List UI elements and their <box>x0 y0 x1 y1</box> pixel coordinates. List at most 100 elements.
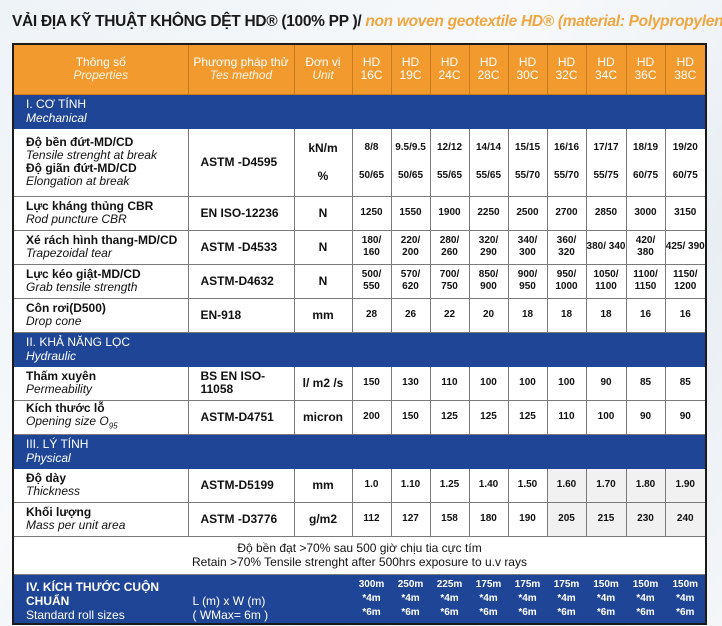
table-row-permeability: Thấm xuyên Permeability BS EN ISO- 11058 … <box>12 365 707 401</box>
value-cell: 12/12 55/65 <box>429 127 470 197</box>
method-cell: BS EN ISO- 11058 <box>187 365 295 401</box>
value-cell: 215 <box>585 501 627 537</box>
value-cell: 850/ 900 <box>468 263 509 299</box>
unit-cell: mm <box>293 467 353 503</box>
value-cell: 110 <box>546 399 587 435</box>
header-product: HD 34C <box>585 43 627 95</box>
roll-size-cell: 175m *4m *6m <box>468 573 509 625</box>
value-cell: 1.80 <box>625 467 666 503</box>
header-method: Phương pháp thử Tes method <box>187 43 295 95</box>
header-product: HD 28C <box>468 43 509 95</box>
value-cell: 110 <box>429 365 470 401</box>
table-row-tensile: Độ bền đứt-MD/CD Tensile strenght at brea… <box>12 127 707 197</box>
value-cell: 3000 <box>625 195 666 231</box>
value-cell: 3150 <box>664 195 707 231</box>
title-vi: VẢI ĐỊA KỸ THUẬT KHÔNG DỆT HD® (100% PP … <box>12 13 366 30</box>
unit-cell: micron <box>293 399 353 435</box>
property-label: Lực kéo giật-MD/CD Grab tensile strength <box>12 263 189 299</box>
table-row-thickness: Độ dày Thickness ASTM-D5199 mm 1.0 1.10 1… <box>12 467 707 503</box>
method-cell: EN ISO-12236 <box>187 195 295 231</box>
value-cell: 15/15 55/70 <box>507 127 548 197</box>
value-cell: 18/19 60/75 <box>625 127 666 197</box>
value-cell: 18 <box>507 297 548 333</box>
value-cell: 125 <box>429 399 470 435</box>
method-cell: ASTM -D3776 <box>187 501 295 537</box>
roll-size-cell: 225m *4m *6m <box>429 573 470 625</box>
value-cell: 28 <box>351 297 392 333</box>
value-cell: 85 <box>625 365 666 401</box>
value-cell: 16 <box>625 297 666 333</box>
value-cell: 18 <box>585 297 627 333</box>
value-cell: 17/17 55/75 <box>585 127 627 197</box>
method-cell: ASTM -D4533 <box>187 229 295 265</box>
value-cell: 570/ 620 <box>390 263 431 299</box>
unit-cell: g/m2 <box>293 501 353 537</box>
unit-cell: mm <box>293 297 353 333</box>
value-cell: 900/ 950 <box>507 263 548 299</box>
value-cell: 2500 <box>507 195 548 231</box>
table-row-drop-cone: Côn rơi(D500) Drop cone EN-918 mm 28 26 2… <box>12 297 707 333</box>
value-cell: 360/ 320 <box>546 229 587 265</box>
value-cell: 1250 <box>351 195 392 231</box>
roll-size-label: IV. KÍCH THƯỚC CUỘN CHUẨN Standard roll s… <box>12 573 189 625</box>
roll-size-row: IV. KÍCH THƯỚC CUỘN CHUẨN Standard roll s… <box>12 573 707 625</box>
value-cell: 220/ 200 <box>390 229 431 265</box>
value-cell: 230 <box>625 501 666 537</box>
property-label: Côn rơi(D500) Drop cone <box>12 297 189 333</box>
value-cell: 1.90 <box>664 467 707 503</box>
value-cell: 100 <box>468 365 509 401</box>
roll-size-cell: 150m *4m *6m <box>664 573 707 625</box>
section-hydraulic: II. KHẢ NĂNG LỌC Hydraulic <box>12 331 707 367</box>
section-mechanical: I. CƠ TÍNH Mechanical <box>12 93 707 129</box>
value-cell: 1050/ 1100 <box>585 263 627 299</box>
value-cell: 127 <box>390 501 431 537</box>
header-product: HD 24C <box>429 43 470 95</box>
unit-cell: kN/m% <box>293 127 353 197</box>
property-label: Khối lượng Mass per unit area <box>12 501 189 537</box>
roll-size-cell: 175m *4m *6m <box>546 573 587 625</box>
value-cell: 9.5/9.5 50/65 <box>390 127 431 197</box>
value-cell: 950/ 1000 <box>546 263 587 299</box>
property-label: Xé rách hình thang-MD/CD Trapezoidal tear <box>12 229 189 265</box>
spec-table: Thông số Properties Phương pháp thử Tes me… <box>12 43 707 625</box>
value-cell: 190 <box>507 501 548 537</box>
header-product: HD 38C <box>664 43 707 95</box>
value-cell: 1.70 <box>585 467 627 503</box>
method-cell: ASTM-D5199 <box>187 467 295 503</box>
value-cell: 420/ 380 <box>625 229 666 265</box>
uv-note: Độ bền đạt >70% sau 500 giờ chịu tia cực… <box>12 535 707 575</box>
value-cell: 16 <box>664 297 707 333</box>
value-cell: 1.60 <box>546 467 587 503</box>
value-cell: 125 <box>468 399 509 435</box>
value-cell: 100 <box>546 365 587 401</box>
value-cell: 90 <box>664 399 707 435</box>
value-cell: 2850 <box>585 195 627 231</box>
value-cell: 112 <box>351 501 392 537</box>
roll-size-cell: 300m *4m *6m <box>351 573 392 625</box>
unit-cell: N <box>293 229 353 265</box>
method-cell: ASTM -D4595 <box>187 127 295 197</box>
value-cell: 205 <box>546 501 587 537</box>
value-cell: 1.10 <box>390 467 431 503</box>
section-physical: III. LÝ TÍNH Physical <box>12 433 707 469</box>
value-cell: 1550 <box>390 195 431 231</box>
value-cell: 1.25 <box>429 467 470 503</box>
value-cell: 240 <box>664 501 707 537</box>
page-title: VẢI ĐỊA KỸ THUẬT KHÔNG DỆT HD® (100% PP … <box>12 13 722 31</box>
value-cell: 700/ 750 <box>429 263 470 299</box>
table-row-opening-size: Kích thước lỗ Opening size O95 ASTM-D4751… <box>12 399 707 435</box>
value-cell: 2250 <box>468 195 509 231</box>
value-cell: 340/ 300 <box>507 229 548 265</box>
value-cell: 8/8 50/65 <box>351 127 392 197</box>
property-label: Độ dày Thickness <box>12 467 189 503</box>
unit-cell: N <box>293 263 353 299</box>
value-cell: 425/ 390 <box>664 229 707 265</box>
unit-cell: l/ m2 /s <box>293 365 353 401</box>
value-cell: 100 <box>585 399 627 435</box>
value-cell: 150 <box>351 365 392 401</box>
table-row-trapezoidal: Xé rách hình thang-MD/CD Trapezoidal tear… <box>12 229 707 265</box>
roll-size-cell: 250m *4m *6m <box>390 573 431 625</box>
value-cell: 18 <box>546 297 587 333</box>
value-cell: 100 <box>507 365 548 401</box>
value-cell: 180 <box>468 501 509 537</box>
